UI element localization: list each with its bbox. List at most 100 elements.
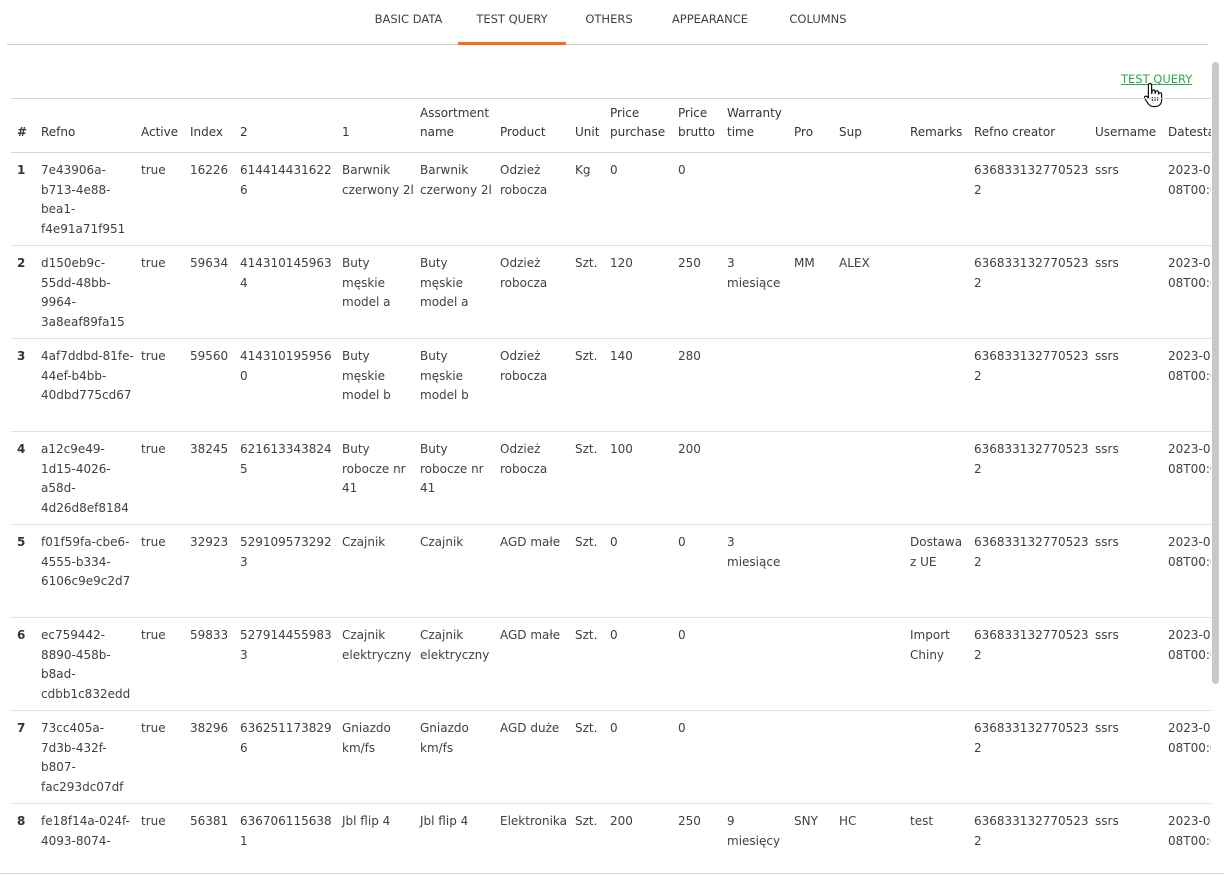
column-header[interactable]: 2 [240,125,248,140]
table-cell: 73cc405a-7d3b-432f-b807-fac293dc07df [41,721,124,794]
column-header[interactable]: Sup [839,125,862,140]
table-cell: Szt. [575,721,598,735]
table-cell: 0 [678,628,686,642]
table-cell: 59560 [190,349,229,363]
table-cell: true [141,256,166,270]
table-cell [904,339,968,432]
table-cell: 200 [678,442,701,456]
table-cell: 6368331327705232 [974,721,1089,755]
tab-columns[interactable]: COLUMNS [789,12,847,26]
table-cell: 3 miesiące [727,535,781,569]
table-cell: 6144144316226 [240,163,332,197]
table-cell: 6368331327705232 [974,814,1089,848]
table-cell [721,432,788,525]
table-cell [833,432,904,525]
table-cell [721,153,788,246]
table-cell: 6368331327705232 [974,349,1089,383]
table-cell: ssrs [1095,721,1119,735]
table-cell: Import Chiny [910,628,950,662]
tab-test-query[interactable]: TEST QUERY [458,0,566,45]
table-row[interactable]: 4 a12c9e49-1d15-4026-a58d-4d26d8ef8184 tru… [11,432,1211,525]
table-cell: HC [839,814,857,828]
table-cell: 7e43906a-b713-4e88-bea1-f4e91a71f951 [41,163,126,236]
table-cell: 6367061156381 [240,814,332,848]
table-cell: 2023-02-08T00:00 [1168,721,1211,755]
table-cell: Czajnik [420,535,464,549]
table-row[interactable]: 2 d150eb9c-55dd-48bb-9964-3a8eaf89fa15 tru… [11,246,1211,339]
table-cell: 0 [678,163,686,177]
column-header[interactable]: Index [190,125,224,140]
hand-pointer-icon [1143,82,1163,108]
column-header[interactable]: Price brutto [678,105,715,140]
table-cell: 280 [678,349,701,363]
table-row[interactable]: 5 f01f59fa-cbe6-4555-b334-6106c9e9c2d7 tru… [11,525,1211,618]
table-cell: Buty męskie model a [342,256,391,310]
column-header[interactable]: Warranty time [727,105,782,140]
column-header[interactable]: Product [500,125,546,140]
column-header[interactable]: Pro [794,125,814,140]
row-number: 2 [17,256,26,270]
table-cell: Odzież robocza [500,442,548,476]
row-number: 6 [17,628,26,642]
table-cell [904,711,968,804]
table-cell [788,432,833,525]
column-header[interactable]: Username [1095,125,1157,140]
table-cell: 3 miesiące [727,256,781,290]
table-cell: 2023-02-08T00:00 [1168,163,1211,197]
table-row[interactable]: 3 4af7ddbd-81fe-44ef-b4bb-40dbd775cd67 tru… [11,339,1211,432]
table-cell: a12c9e49-1d15-4026-a58d-4d26d8ef8184 [41,442,129,515]
query-results-table-wrap[interactable]: # Refno Active Index 2 1 Assortment name… [11,98,1211,873]
column-header[interactable]: 1 [342,125,350,140]
table-cell: 0 [678,721,686,735]
table-cell [833,525,904,618]
table-cell: 6368331327705232 [974,442,1089,476]
table-cell: test [910,814,934,828]
table-cell: ssrs [1095,256,1119,270]
column-header[interactable]: Datestamp [1168,125,1211,140]
table-cell [904,153,968,246]
table-cell [721,711,788,804]
table-cell: 2023-02-08T00:00 [1168,535,1211,569]
table-cell: true [141,814,166,828]
column-header[interactable]: Active [141,125,179,140]
column-header[interactable]: Price purchase [610,105,666,140]
row-number: 7 [17,721,26,735]
table-cell [788,153,833,246]
tab-appearance[interactable]: APPEARANCE [671,12,749,26]
table-cell: 38296 [190,721,229,735]
table-cell: 6368331327705232 [974,535,1089,569]
table-cell: 5279144559833 [240,628,332,662]
column-header[interactable]: # [17,125,28,140]
column-header[interactable]: Refno creator [974,125,1056,140]
table-cell: AGD małe [500,628,561,642]
table-cell: true [141,721,166,735]
table-cell: ssrs [1095,442,1119,456]
table-cell: Kg [575,163,591,177]
table-row[interactable]: 8 fe18f14a-024f-4093-8074- true 56381 636706… [11,804,1211,874]
table-cell: 2023-02-08T00:00 [1168,628,1211,662]
test-query-link[interactable]: TEST QUERY [1121,72,1193,86]
table-row[interactable]: 6 ec759442-8890-458b-b8ad-cdbb1c832edd tru… [11,618,1211,711]
table-row[interactable]: 7 73cc405a-7d3b-432f-b807-fac293dc07df tru… [11,711,1211,804]
table-cell: SNY [794,814,818,828]
table-cell: Szt. [575,535,598,549]
table-cell: Buty męskie model b [342,349,391,403]
table-cell: ssrs [1095,535,1119,549]
table-cell: Szt. [575,442,598,456]
table-cell: true [141,535,166,549]
column-header[interactable]: Unit [575,125,600,140]
table-row[interactable]: 1 7e43906a-b713-4e88-bea1-f4e91a71f951 tru… [11,153,1211,246]
tab-others[interactable]: OTHERS [585,12,633,26]
column-header[interactable]: Refno [41,125,76,140]
table-cell: 2023-02-08T00:00 [1168,256,1211,290]
table-cell: 250 [678,814,701,828]
table-cell: MM [794,256,815,270]
vertical-scrollbar[interactable] [1212,62,1219,684]
column-header[interactable]: Assortment name [420,105,490,140]
column-header[interactable]: Remarks [910,125,963,140]
table-cell [788,525,833,618]
table-cell: 16226 [190,163,229,177]
table-cell: ssrs [1095,814,1119,828]
tab-basic-data[interactable]: BASIC DATA [374,12,443,26]
table-cell [721,618,788,711]
